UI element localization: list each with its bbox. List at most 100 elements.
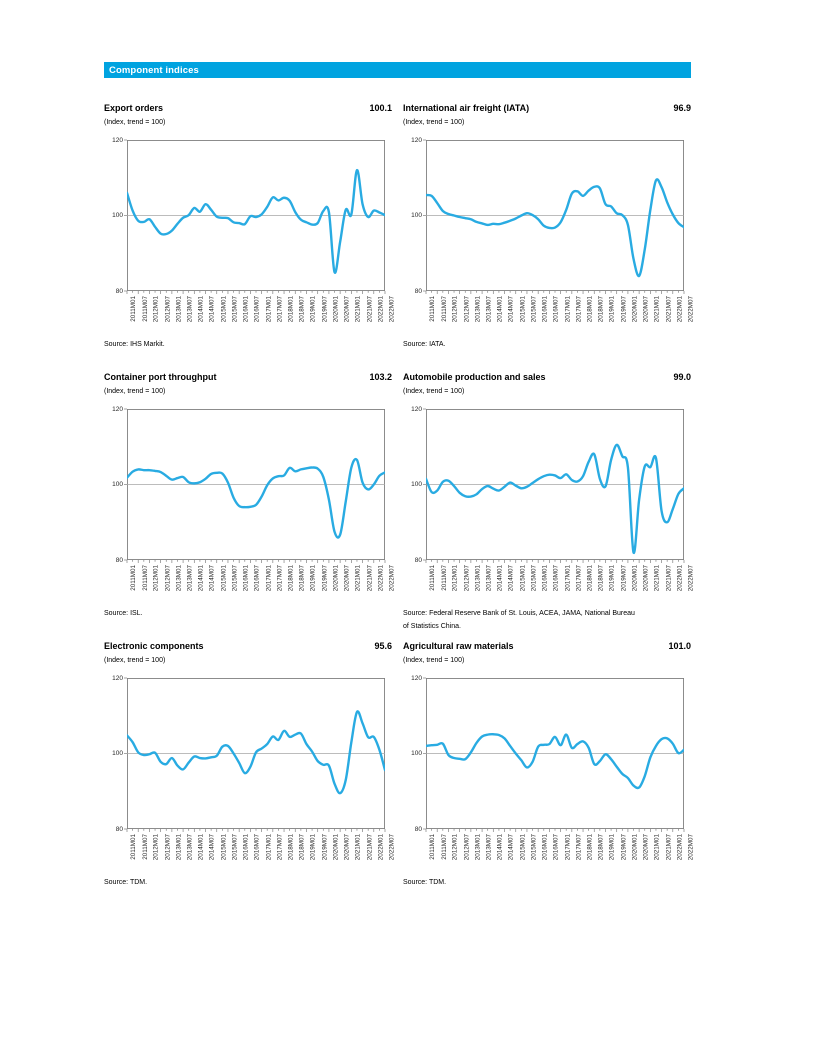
x-tick-label: 2012M01 xyxy=(152,565,160,592)
x-tick-label: 2013M07 xyxy=(485,834,493,861)
x-tick-label: 2015M01 xyxy=(219,296,227,323)
y-tick-label: 120 xyxy=(411,136,422,144)
data-line xyxy=(127,710,385,795)
page-title: Component indices xyxy=(109,64,199,76)
x-tick-label: 2011M01 xyxy=(429,834,437,860)
x-tick-label: 2015M07 xyxy=(530,834,538,861)
x-tick-label: 2015M07 xyxy=(530,565,538,592)
chart-source: Source: TDM. xyxy=(104,879,148,886)
x-tick-label: 2019M01 xyxy=(608,296,616,323)
x-tick-label: 2022M01 xyxy=(376,834,384,861)
x-tick-label: 2020M07 xyxy=(642,565,650,592)
x-tick-label: 2016M01 xyxy=(242,296,250,323)
data-line xyxy=(127,168,385,274)
chart-electronic-components: Electronic components 95.6 (Index, trend… xyxy=(104,641,395,889)
x-tick-label: 2011M07 xyxy=(141,834,149,860)
line-chart-svg xyxy=(423,677,685,832)
chart-plot-area: 120 100 80 2011M01 2011M07 2012M01 2012M07 201… xyxy=(403,674,695,871)
line-chart-svg xyxy=(423,139,685,294)
x-tick-label: 2022M07 xyxy=(687,565,695,592)
chart-subtitle: (Index, trend = 100) xyxy=(403,388,465,395)
x-tick-label: 2017M01 xyxy=(264,565,272,592)
x-tick-label: 2016M01 xyxy=(541,834,549,861)
chart-headline-value: 95.6 xyxy=(374,641,392,651)
x-tick-label: 2019M07 xyxy=(619,834,627,861)
chart-subtitle: (Index, trend = 100) xyxy=(104,388,166,395)
x-tick-label: 2017M01 xyxy=(264,296,272,323)
x-tick-label: 2021M01 xyxy=(354,834,362,861)
x-tick-label: 2021M07 xyxy=(365,296,373,323)
y-tick-label: 120 xyxy=(112,136,123,144)
x-tick-label: 2021M01 xyxy=(653,296,661,323)
x-tick-label: 2017M07 xyxy=(276,834,284,861)
x-tick-label: 2018M07 xyxy=(298,296,306,323)
data-line xyxy=(127,457,385,539)
x-tick-label: 2021M01 xyxy=(653,834,661,861)
y-tick-label: 100 xyxy=(112,212,123,219)
x-tick-label: 2020M07 xyxy=(642,296,650,323)
x-tick-label: 2017M07 xyxy=(276,296,284,323)
x-tick-label: 2018M07 xyxy=(298,834,306,861)
chart-subtitle: (Index, trend = 100) xyxy=(104,119,166,126)
x-tick-label: 2016M01 xyxy=(242,565,250,592)
x-tick-label: 2020M01 xyxy=(631,565,639,592)
x-tick-label: 2017M07 xyxy=(276,565,284,592)
x-tick-label: 2014M01 xyxy=(496,834,504,861)
x-tick-label: 2016M01 xyxy=(541,296,549,323)
data-line xyxy=(426,733,684,790)
chart-subtitle: (Index, trend = 100) xyxy=(403,119,465,126)
x-tick-label: 2016M01 xyxy=(242,834,250,861)
x-tick-label: 2013M07 xyxy=(186,296,194,323)
x-tick-label: 2022M07 xyxy=(687,834,695,861)
x-tick-label: 2016M07 xyxy=(253,834,261,861)
x-tick-label: 2013M07 xyxy=(485,565,493,592)
x-tick-label: 2016M01 xyxy=(541,565,549,592)
x-tick-label: 2020M07 xyxy=(343,296,351,323)
chart-plot-area: 120 100 80 2011M01 2011M07 2012M01 2012M07 201… xyxy=(403,136,694,333)
x-tick-label: 2013M01 xyxy=(175,296,183,323)
y-tick-label: 80 xyxy=(414,825,422,833)
x-tick-label: 2014M07 xyxy=(208,296,216,323)
charts-row-1: Export orders 100.1 (Index, trend = 100)… xyxy=(104,103,694,351)
chart-headline-value: 100.1 xyxy=(369,103,392,113)
x-tick-label: 2018M01 xyxy=(287,565,295,592)
x-tick-label: 2014M01 xyxy=(197,565,205,592)
x-tick-label: 2016M07 xyxy=(253,565,261,592)
x-tick-label: 2019M01 xyxy=(309,296,317,323)
x-tick-label: 2021M01 xyxy=(354,296,362,323)
x-tick-label: 2012M01 xyxy=(152,834,160,861)
x-tick-label: 2012M01 xyxy=(451,834,459,861)
x-tick-label: 2012M07 xyxy=(163,834,171,861)
x-tick-label: 2022M07 xyxy=(388,565,396,592)
x-tick-label: 2013M07 xyxy=(186,565,194,592)
x-tick-label: 2012M07 xyxy=(163,565,171,592)
x-tick-label: 2018M07 xyxy=(298,565,306,592)
chart-automobile-production: Automobile production and sales 99.0 (In… xyxy=(403,372,695,633)
x-tick-label: 2011M07 xyxy=(141,296,149,322)
chart-headline-value: 103.2 xyxy=(369,372,392,382)
x-tick-label: 2012M07 xyxy=(462,834,470,861)
x-tick-label: 2017M01 xyxy=(563,834,571,861)
line-chart-svg xyxy=(423,408,685,563)
chart-title: Export orders xyxy=(104,103,164,113)
x-tick-label: 2021M07 xyxy=(365,565,373,592)
line-chart-svg xyxy=(124,139,386,294)
y-tick-label: 120 xyxy=(411,674,422,682)
x-tick-label: 2011M07 xyxy=(440,565,448,591)
x-tick-label: 2014M01 xyxy=(197,296,205,323)
chart-headline-value: 99.0 xyxy=(673,372,691,382)
x-tick-label: 2016M07 xyxy=(552,834,560,861)
x-tick-label: 2017M01 xyxy=(563,565,571,592)
x-tick-label: 2016M07 xyxy=(552,296,560,323)
chart-source: Source: TDM. xyxy=(403,879,447,886)
chart-title: Electronic components xyxy=(104,641,204,651)
x-tick-label: 2015M07 xyxy=(530,296,538,323)
x-tick-label: 2016M07 xyxy=(552,565,560,592)
x-tick-label: 2015M01 xyxy=(219,834,227,861)
header-bar: Component indices xyxy=(104,62,691,78)
y-tick-label: 100 xyxy=(411,481,422,488)
x-tick-label: 2012M07 xyxy=(462,296,470,323)
chart-agricultural-raw-materials: Agricultural raw materials 101.0 (Index,… xyxy=(403,641,695,889)
x-tick-label: 2013M01 xyxy=(175,565,183,592)
x-tick-label: 2015M07 xyxy=(231,834,239,861)
